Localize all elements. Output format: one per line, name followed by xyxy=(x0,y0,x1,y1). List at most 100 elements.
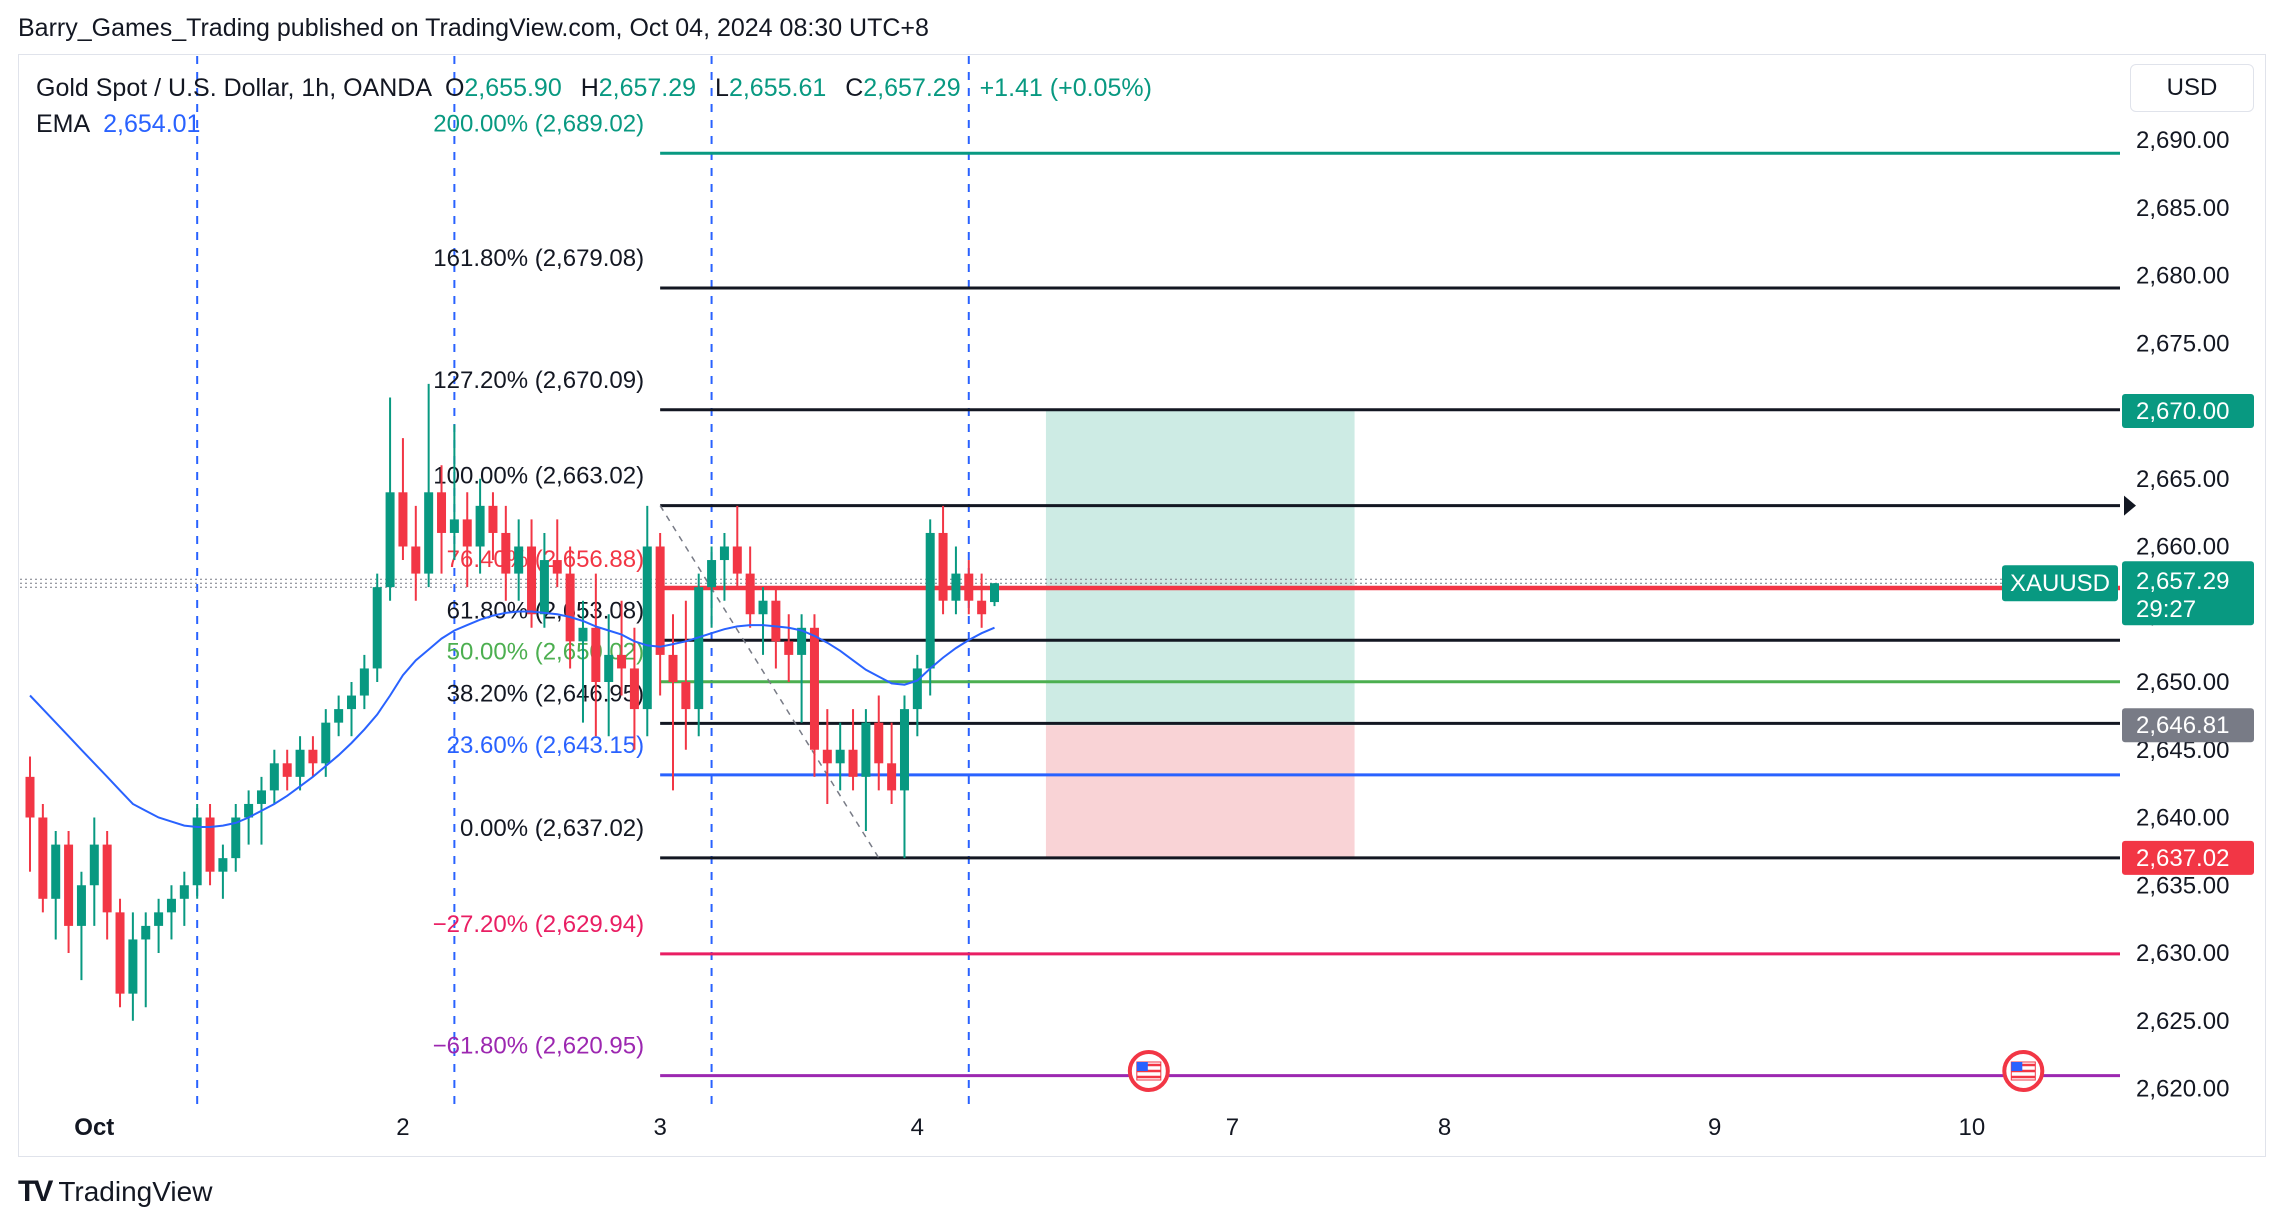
legend-ohlc-row: Gold Spot / U.S. Dollar, 1h, OANDA O2,65… xyxy=(36,70,1164,106)
fib-level-label: 38.20% (2,646.95) xyxy=(447,680,644,707)
candle-body xyxy=(295,749,305,777)
candle-body xyxy=(385,492,395,588)
candle-body xyxy=(102,844,112,913)
candle-body xyxy=(887,763,897,791)
y-axis-tick-label: 2,625.00 xyxy=(2136,1008,2229,1035)
level-arrow-icon xyxy=(2124,495,2136,516)
candle-body xyxy=(359,668,369,696)
candle-body xyxy=(25,776,35,818)
x-axis-tick-label: 2 xyxy=(396,1114,409,1141)
legend-open-value: 2,655.90 xyxy=(464,74,562,102)
fib-level-label: 200.00% (2,689.02) xyxy=(433,110,644,137)
us-flag-icon xyxy=(1127,1050,1170,1092)
candle-body xyxy=(681,682,691,710)
candle-body xyxy=(694,587,704,710)
candle-body xyxy=(154,912,164,926)
fib-level-label: −27.20% (2,629.94) xyxy=(433,911,645,938)
price-axis-label: 2,670.00 xyxy=(2122,394,2254,428)
candle-body xyxy=(372,587,382,669)
y-axis-tick-label: 2,680.00 xyxy=(2136,263,2229,290)
x-axis-tick-label: 7 xyxy=(1226,1114,1239,1141)
price-label-bg xyxy=(2122,840,2254,875)
candle-body xyxy=(501,532,511,574)
candle-body xyxy=(51,844,61,899)
candle-body xyxy=(822,749,832,764)
currency-selector[interactable]: USD xyxy=(2130,64,2254,112)
legend-change-value: +1.41 (+0.05%) xyxy=(979,74,1152,102)
y-axis-tick-label: 2,685.00 xyxy=(2136,195,2229,222)
last-price-value: 2,657.29 xyxy=(2136,568,2229,595)
candle-body xyxy=(398,492,408,547)
legend-low-label: L xyxy=(715,74,729,102)
y-axis-tick-label: 2,660.00 xyxy=(2136,534,2229,561)
candle-body xyxy=(205,817,215,872)
fib-level-label: 0.00% (2,637.02) xyxy=(460,815,644,842)
candle-body xyxy=(141,925,151,940)
x-axis-tick-label: 4 xyxy=(911,1114,924,1141)
candle-body xyxy=(269,763,279,791)
legend-close-label: C xyxy=(845,74,864,102)
candle-body xyxy=(437,492,447,533)
candle-body xyxy=(449,519,459,533)
candle-body xyxy=(128,939,138,994)
candle-body xyxy=(719,546,729,561)
price-axis-label: 2,637.02 xyxy=(2122,840,2254,875)
candle-body xyxy=(38,817,48,899)
fib-level-label: 100.00% (2,663.02) xyxy=(433,463,644,490)
candle-body xyxy=(578,627,588,642)
y-axis-tick-label: 2,630.00 xyxy=(2136,940,2229,967)
candle-body xyxy=(951,573,961,601)
fib-level-label: 127.20% (2,670.09) xyxy=(433,367,644,394)
candle-body xyxy=(347,695,356,710)
candle-body xyxy=(76,885,86,926)
candle-body xyxy=(552,560,562,574)
footer-brand[interactable]: TradingView xyxy=(58,1176,213,1207)
candle-body xyxy=(977,600,987,615)
candle-body xyxy=(938,532,948,601)
legend-close-value: 2,657.29 xyxy=(863,74,961,102)
us-flag-icon xyxy=(2002,1050,2045,1092)
x-axis-tick-label: 8 xyxy=(1438,1114,1451,1141)
candle-body xyxy=(527,546,537,615)
price-label-text: 2,637.02 xyxy=(2136,845,2229,872)
plot-area: 200.00% (2,689.02) 161.80% (2,679.08) 127.… xyxy=(20,56,2120,1105)
candle-body xyxy=(334,709,344,723)
legend-open-label: O xyxy=(444,74,465,102)
x-axis-tick-label: 10 xyxy=(1959,1114,1986,1141)
last-price-bg xyxy=(2122,561,2254,626)
price-label-bg xyxy=(2122,394,2254,428)
candle-body xyxy=(629,668,639,710)
flag-canton xyxy=(2011,1062,2023,1071)
footer: TV TradingView xyxy=(18,1170,212,1214)
candle-body xyxy=(488,505,498,533)
candle-body xyxy=(462,519,472,547)
candle-body xyxy=(668,654,678,682)
candle-body xyxy=(707,560,717,588)
candle-body xyxy=(604,654,614,682)
candle-body xyxy=(848,749,858,777)
candle-body xyxy=(244,803,254,818)
candle-body xyxy=(539,560,549,615)
candle-body xyxy=(565,573,575,642)
legend-symbol[interactable]: Gold Spot / U.S. Dollar, 1h, OANDA xyxy=(36,74,432,102)
candle-body xyxy=(166,898,176,913)
candle-body xyxy=(89,844,99,886)
x-axis-tick-label: 9 xyxy=(1708,1114,1721,1141)
chart-frame xyxy=(18,54,2266,1157)
candle-body xyxy=(308,749,318,764)
candle-body xyxy=(964,573,974,601)
tradingview-logo-icon[interactable]: TV xyxy=(18,1175,53,1208)
candle-body xyxy=(475,505,485,547)
fib-level-label: −61.80% (2,620.95) xyxy=(433,1033,645,1060)
x-axis-tick-label: 3 xyxy=(653,1114,666,1141)
candle-body xyxy=(745,573,755,615)
candle-body xyxy=(115,912,125,994)
y-axis-tick-label: 2,690.00 xyxy=(2136,127,2229,154)
legend-ema-row: EMA 2,654.01 xyxy=(36,106,1164,142)
candle-body xyxy=(642,546,652,710)
price-axis-label: 2,646.81 xyxy=(2122,708,2254,743)
legend-ema-label[interactable]: EMA xyxy=(36,110,91,138)
flag-canton xyxy=(1136,1062,1148,1071)
